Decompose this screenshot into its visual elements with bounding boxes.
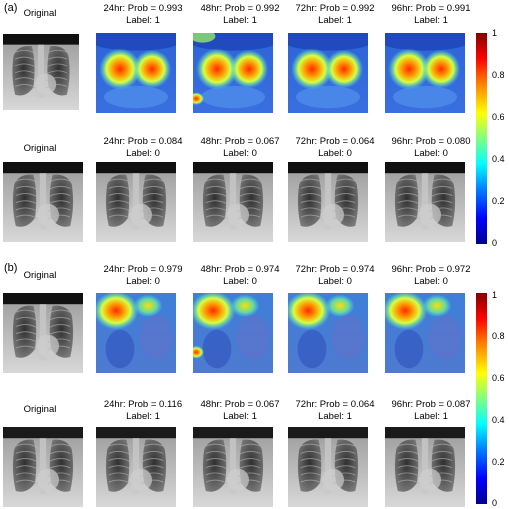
prob-caption: 24hr: Prob = 0.993 [103, 3, 183, 14]
prob-caption: 96hr: Prob = 0.991 [391, 3, 471, 14]
xray-image [96, 427, 176, 507]
label-caption: Label: 1 [318, 15, 352, 26]
original-label: Original [23, 270, 57, 281]
colorbar-tick: 0.6 [492, 112, 505, 122]
prob-caption: 48hr: Prob = 0.067 [200, 399, 280, 410]
xray-image [288, 162, 368, 242]
prob-caption: 72hr: Prob = 0.064 [295, 399, 375, 410]
prob-caption: 24hr: Prob = 0.084 [103, 136, 183, 147]
label-caption: Label: 1 [414, 15, 448, 26]
label-caption: Label: 1 [414, 411, 448, 422]
colorbar-tick: 0.8 [492, 331, 505, 341]
prob-caption: 24hr: Prob = 0.116 [103, 399, 183, 410]
label-caption: Label: 0 [223, 148, 257, 159]
original-xray-image [3, 427, 83, 507]
label-caption: Label: 1 [223, 15, 257, 26]
colorbar-tick: 0 [492, 238, 498, 248]
xray-image [96, 162, 176, 242]
heatmap-image [288, 293, 368, 373]
heatmap-image [385, 293, 465, 373]
panel-label-a: (a) [4, 2, 18, 14]
original-label: Original [23, 143, 57, 154]
xray-image [193, 427, 273, 507]
colorbar-tick: 0.2 [492, 457, 505, 467]
prob-caption: 72hr: Prob = 0.974 [295, 264, 375, 275]
colorbar-tick: 1 [492, 28, 498, 38]
label-caption: Label: 0 [318, 148, 352, 159]
label-caption: Label: 1 [126, 15, 160, 26]
prob-caption: 48hr: Prob = 0.992 [200, 3, 280, 14]
panel-label-b: (b) [4, 262, 18, 274]
prob-caption: 96hr: Prob = 0.087 [391, 399, 471, 410]
label-caption: Label: 1 [126, 411, 160, 422]
colorbar-tick: 0.2 [492, 196, 505, 206]
colorbar-tick: 0.6 [492, 373, 505, 383]
prob-caption: 72hr: Prob = 0.992 [295, 3, 375, 14]
original-label: Original [23, 404, 57, 415]
prob-caption: 48hr: Prob = 0.067 [200, 136, 280, 147]
label-caption: Label: 1 [223, 411, 257, 422]
heatmap-image [96, 33, 176, 113]
prob-caption: 96hr: Prob = 0.972 [391, 264, 471, 275]
colorbar-tick: 0.8 [492, 70, 505, 80]
heatmap-image [193, 33, 273, 113]
prob-caption: 96hr: Prob = 0.080 [391, 136, 471, 147]
colorbar [476, 293, 487, 504]
original-xray-image [3, 162, 83, 242]
label-caption: Label: 0 [414, 276, 448, 287]
colorbar-tick: 1 [492, 290, 498, 300]
heatmap-image [385, 33, 465, 113]
colorbar-tick: 0.4 [492, 154, 505, 164]
original-label: Original [23, 8, 57, 19]
label-caption: Label: 0 [414, 148, 448, 159]
colorbar [476, 33, 487, 244]
original-xray-image [3, 34, 79, 110]
original-xray-image [3, 293, 83, 373]
heatmap-image [193, 293, 273, 373]
prob-caption: 24hr: Prob = 0.979 [103, 264, 183, 275]
prob-caption: 48hr: Prob = 0.974 [200, 264, 280, 275]
label-caption: Label: 0 [126, 276, 160, 287]
xray-image [385, 162, 465, 242]
label-caption: Label: 0 [126, 148, 160, 159]
xray-image [288, 427, 368, 507]
colorbar-tick: 0 [492, 498, 498, 508]
xray-image [385, 427, 465, 507]
heatmap-image [288, 33, 368, 113]
label-caption: Label: 1 [318, 411, 352, 422]
heatmap-image [96, 293, 176, 373]
colorbar-tick: 0.4 [492, 415, 505, 425]
prob-caption: 72hr: Prob = 0.064 [295, 136, 375, 147]
label-caption: Label: 0 [223, 276, 257, 287]
label-caption: Label: 0 [318, 276, 352, 287]
xray-image [193, 162, 273, 242]
